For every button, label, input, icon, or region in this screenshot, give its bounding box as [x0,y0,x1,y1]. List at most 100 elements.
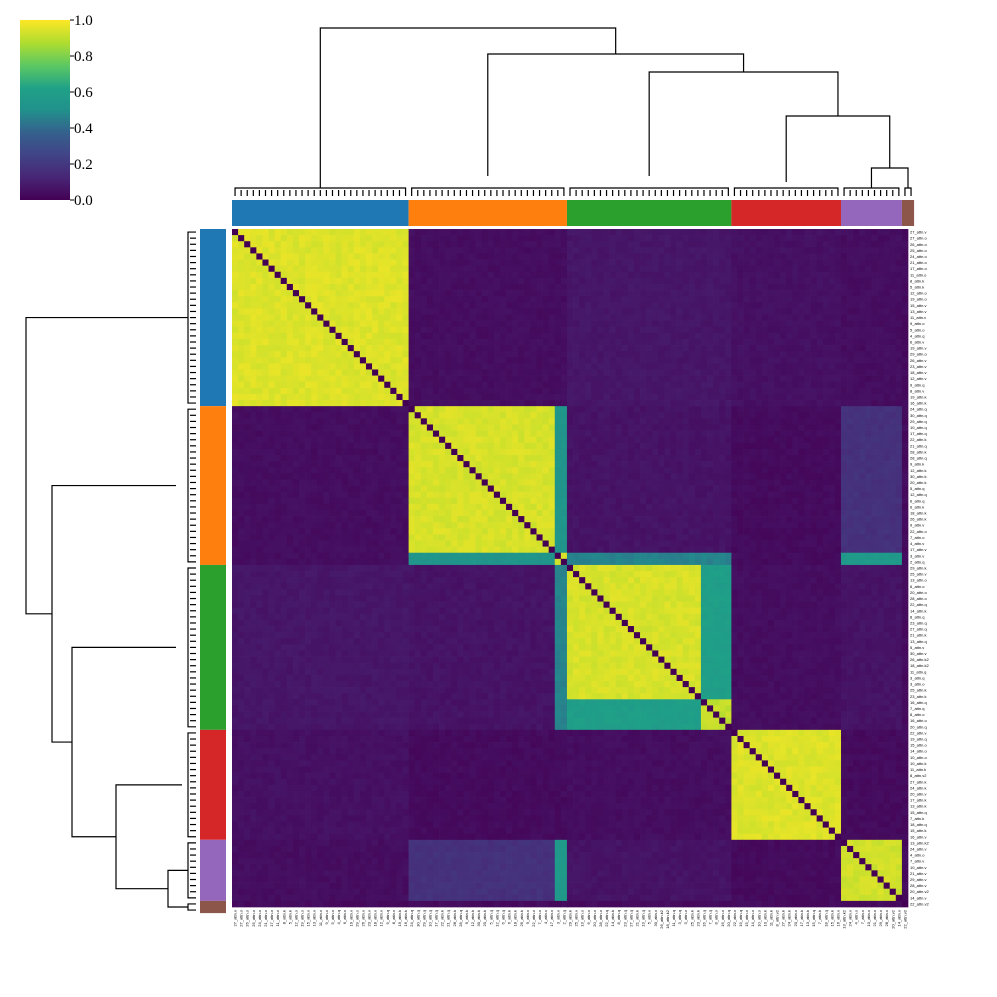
heatmap-cell [402,265,409,273]
heatmap-cell [353,235,361,242]
heatmap-cell [871,302,878,309]
heatmap-cell [603,485,610,492]
heatmap-cell [506,332,513,340]
heatmap-cell [688,381,696,389]
heatmap-cell [512,363,519,370]
heatmap-cell [530,393,537,401]
heatmap-cell [871,393,878,401]
heatmap-cell [585,308,592,315]
heatmap-cell [865,357,872,364]
heatmap-cell [390,296,397,303]
heatmap-cell [305,351,312,358]
heatmap-cell [365,235,373,242]
heatmap-cell [548,277,556,285]
heatmap-cell [676,302,684,309]
heatmap-cell [244,461,251,468]
heatmap-cell [305,393,312,401]
heatmap-cell [737,265,744,273]
heatmap-cell [384,265,391,273]
heatmap-cell [439,448,446,456]
heatmap-cell [487,412,495,419]
heatmap-cell [774,381,781,389]
heatmap-cell [414,290,422,297]
heatmap-cell [280,473,288,480]
heatmap-cell [780,400,787,407]
heatmap-cell [451,351,458,358]
heatmap-cell [359,235,367,242]
heatmap-cell [238,265,245,273]
heatmap-cell [353,271,361,279]
heatmap-cell [579,253,586,260]
heatmap-cell [713,461,720,468]
heatmap-cell [767,326,775,334]
heatmap-cell [566,393,574,401]
heatmap-cell [682,326,690,334]
heatmap-cell [725,345,732,352]
heatmap-cell [372,369,379,376]
heatmap-cell [408,424,416,431]
heatmap-cell [365,473,373,480]
heatmap-cell [420,241,428,248]
heatmap-cell [676,375,684,383]
heatmap-cell [731,455,738,462]
heatmap-cell [707,369,714,376]
heatmap-cell [280,467,288,474]
heatmap-cell [670,332,677,340]
heatmap-cell [719,265,726,273]
heatmap-cell [767,241,775,248]
heatmap-cell [512,381,519,389]
heatmap-cell [621,442,629,450]
heatmap-cell [311,332,318,340]
heatmap-cell [883,332,891,340]
row-cluster-bar-purple [200,839,226,901]
heatmap-cell [847,455,854,462]
heatmap-cell [274,357,282,364]
heatmap-cell [463,229,470,236]
heatmap-cell [743,418,751,425]
heatmap-cell [560,338,568,346]
heatmap-cell [682,332,690,340]
heatmap-cell [524,442,531,450]
heatmap-cell [262,253,269,260]
heatmap-cell [865,448,872,456]
heatmap-cell [457,296,464,303]
heatmap-cell [755,326,763,334]
heatmap-cell [841,345,848,352]
heatmap-cell [323,345,330,352]
heatmap-cell [402,455,409,462]
heatmap-cell [847,345,854,352]
heatmap-cell [621,229,629,236]
heatmap-cell [792,393,799,401]
heatmap-cell [426,314,434,321]
heatmap-cell [573,455,580,462]
heatmap-cell [384,308,391,315]
heatmap-cell [396,271,403,279]
heatmap-cell [792,357,799,364]
heatmap-cell [554,424,562,431]
heatmap-cell [859,345,866,352]
heatmap-cell [432,314,440,321]
heatmap-cell [439,485,446,492]
heatmap-cell [646,265,653,273]
heatmap-cell [469,320,476,328]
heatmap-cell [341,461,349,468]
heatmap-cell [256,253,263,260]
heatmap-cell [713,290,720,297]
heatmap-cell [347,277,355,285]
heatmap-cell [646,436,653,444]
heatmap-cell [457,479,464,486]
heatmap-cell [627,345,635,352]
heatmap-cell [627,290,635,297]
heatmap-cell [761,448,769,456]
heatmap-cell [646,345,653,352]
heatmap-cell [652,412,659,419]
heatmap-cell [548,290,556,297]
heatmap-cell [408,387,416,395]
heatmap-cell [585,363,592,370]
heatmap-cell [676,455,684,462]
heatmap-cell [566,357,574,364]
heatmap-cell [798,338,805,346]
heatmap-cell [305,430,312,438]
heatmap-cell [481,247,489,254]
heatmap-cell [378,461,385,468]
